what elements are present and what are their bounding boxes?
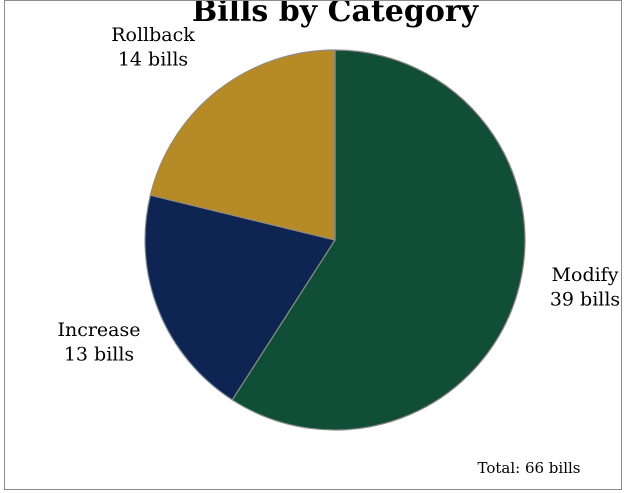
slice-category-rollback: Rollback [111, 24, 195, 46]
chart-title: Bills by Category [192, 1, 480, 29]
slice-category-increase: Increase [57, 319, 140, 341]
pie-slice-increase [144, 194, 336, 401]
slice-labels: Modify 39 bills Increase 13 bills Rollback 14… [57, 24, 620, 366]
pie-slices [144, 49, 526, 431]
slice-value-rollback: 14 bills [118, 49, 188, 71]
slice-label-modify: Modify 39 bills [550, 264, 620, 311]
slice-label-increase: Increase 13 bills [57, 319, 140, 366]
pie-chart: Bills by Category Modify 39 bills Increase… [57, 1, 620, 477]
total-label: Total: 66 bills [477, 459, 580, 477]
pie-slice-rollback [149, 49, 336, 241]
slice-value-increase: 13 bills [64, 344, 134, 366]
slice-value-modify: 39 bills [550, 289, 620, 311]
chart-frame: Bills by Category Modify 39 bills Increase… [4, 0, 622, 490]
slice-category-modify: Modify [552, 264, 619, 286]
slice-label-rollback: Rollback 14 bills [111, 24, 195, 71]
pie-slice-modify [231, 49, 526, 431]
